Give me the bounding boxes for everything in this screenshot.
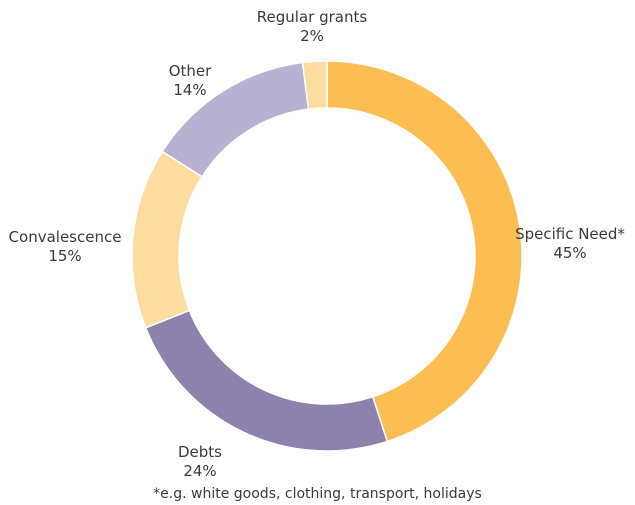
label-other-name: Other: [168, 62, 212, 80]
label-other: Other 14%: [140, 62, 240, 100]
slice-specific-need: [326, 60, 523, 443]
label-specific-need-name: Specific Need*: [515, 225, 625, 243]
label-convalescence-name: Convalescence: [8, 228, 122, 246]
label-regular-grants-value: 2%: [300, 27, 324, 45]
label-specific-need: Specific Need* 45%: [510, 225, 630, 263]
slice-debts: [144, 309, 389, 452]
label-convalescence: Convalescence 15%: [0, 228, 130, 266]
label-specific-need-value: 45%: [553, 244, 587, 262]
slice-regular-grants: [301, 60, 328, 111]
label-debts: Debts 24%: [160, 443, 240, 481]
label-regular-grants-name: Regular grants: [256, 8, 368, 26]
label-convalescence-value: 15%: [48, 247, 82, 265]
label-regular-grants: Regular grants 2%: [232, 8, 392, 46]
footnote: *e.g. white goods, clothing, transport, …: [153, 486, 482, 502]
slice-convalescence: [131, 150, 204, 329]
label-debts-value: 24%: [183, 462, 217, 480]
label-other-value: 14%: [173, 81, 207, 99]
label-debts-name: Debts: [178, 443, 222, 461]
